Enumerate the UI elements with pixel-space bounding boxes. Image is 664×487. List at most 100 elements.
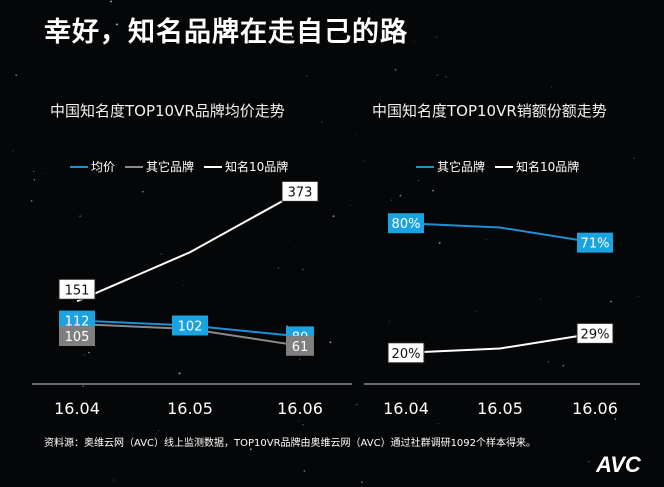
star	[367, 11, 369, 13]
star	[42, 172, 44, 174]
star	[111, 17, 113, 19]
star	[249, 448, 252, 451]
chart1-title: 中国知名度TOP10VR品牌均价走势	[50, 102, 285, 120]
data-label: 61	[292, 340, 309, 355]
star	[445, 76, 447, 78]
star	[142, 190, 144, 193]
legend-swatch	[416, 165, 434, 168]
data-label: 20%	[392, 347, 421, 362]
star	[112, 479, 114, 481]
legend-swatch	[70, 165, 88, 168]
series-line	[76, 190, 301, 303]
data-label-box	[59, 310, 95, 331]
data-label-box	[286, 335, 314, 356]
star	[589, 167, 591, 169]
star	[202, 441, 204, 443]
source-note: 资料源：奥维云网（AVC）线上监测数据，TOP10VR品牌由奥维云网（AVC）通…	[44, 438, 537, 449]
star	[290, 407, 293, 409]
star	[302, 424, 304, 426]
logo-text: AVC	[596, 452, 642, 477]
star	[394, 68, 397, 71]
legend-label: 知名10品牌	[516, 160, 580, 174]
star	[438, 423, 439, 424]
star	[183, 284, 184, 286]
star	[306, 75, 308, 77]
star	[233, 170, 234, 171]
star	[547, 361, 550, 363]
star	[110, 0, 112, 3]
data-label-box	[576, 322, 614, 344]
star	[82, 385, 85, 388]
star	[355, 135, 358, 137]
star	[157, 429, 160, 432]
legend-swatch	[125, 165, 144, 168]
star	[12, 150, 14, 152]
star	[321, 121, 323, 123]
star	[268, 108, 270, 110]
star	[0, 236, 1, 238]
star	[325, 272, 326, 274]
star	[88, 351, 90, 354]
star	[432, 189, 434, 192]
data-label: 71%	[581, 237, 610, 252]
data-label-box	[387, 342, 425, 364]
star	[638, 296, 639, 298]
legend-label: 均价	[91, 160, 116, 174]
star	[438, 241, 441, 244]
legend-swatch	[204, 165, 223, 168]
legend-item-other-brands: 其它品牌	[125, 158, 194, 175]
legend-item-other-brands: 其它品牌	[416, 158, 485, 175]
legend-item-top10-brands: 知名10品牌	[204, 158, 288, 175]
x-tick-label: 16.05	[167, 399, 213, 418]
star	[411, 48, 412, 49]
data-label: 29%	[581, 327, 610, 342]
chart2-title: 中国知名度TOP10VR销额份额走势	[372, 102, 607, 120]
avc-logo: AVC	[596, 452, 642, 477]
legend-label: 其它品牌	[437, 160, 486, 174]
star	[388, 321, 391, 323]
star	[562, 365, 565, 367]
star	[540, 298, 542, 300]
star	[436, 74, 439, 76]
star	[299, 359, 301, 361]
star	[301, 268, 304, 271]
star	[160, 253, 162, 255]
star	[115, 23, 119, 26]
star	[277, 267, 280, 269]
data-label: 112	[65, 315, 90, 330]
legend-swatch	[495, 165, 514, 168]
star	[332, 215, 335, 218]
star	[399, 194, 402, 197]
star	[83, 353, 86, 356]
star	[524, 66, 526, 67]
star	[298, 420, 300, 422]
star	[329, 341, 332, 344]
star	[178, 372, 181, 375]
data-label-box	[281, 180, 319, 202]
data-label: 151	[65, 283, 90, 298]
series-line	[405, 222, 596, 244]
star	[121, 319, 123, 321]
star	[390, 199, 392, 201]
legend-label: 知名10品牌	[225, 160, 289, 174]
star	[369, 275, 370, 277]
star	[475, 310, 477, 312]
star	[15, 74, 18, 77]
star	[219, 13, 220, 14]
star	[610, 300, 613, 303]
x-tick-label: 16.06	[572, 399, 618, 418]
star	[291, 35, 294, 38]
data-label: 102	[178, 320, 203, 335]
star	[350, 204, 352, 206]
star	[404, 186, 406, 188]
star	[33, 170, 35, 172]
data-label-box	[388, 213, 424, 234]
chart1-legend: 均价 其它品牌 知名10品牌	[70, 158, 288, 175]
star	[132, 256, 134, 258]
star	[614, 418, 617, 420]
x-tick-label: 16.04	[383, 399, 429, 418]
star	[79, 215, 82, 218]
